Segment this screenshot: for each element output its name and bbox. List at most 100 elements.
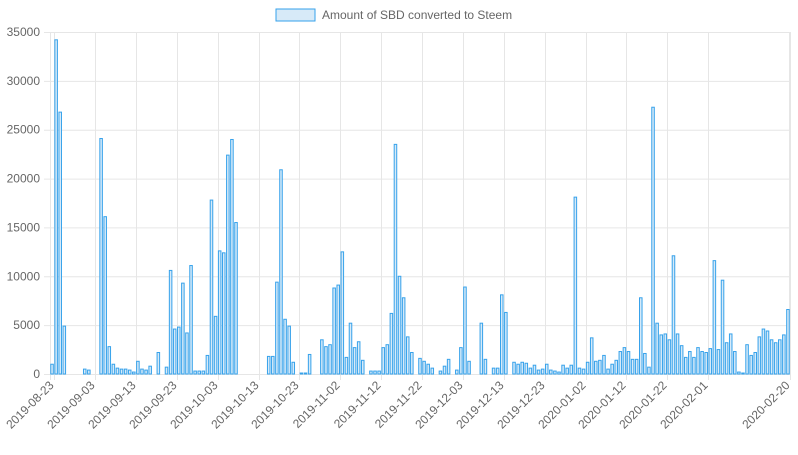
bar[interactable] — [287, 325, 291, 375]
bar[interactable] — [585, 361, 590, 375]
bar[interactable] — [430, 367, 435, 375]
bar[interactable] — [753, 352, 758, 375]
bar[interactable] — [455, 369, 459, 375]
bar[interactable] — [655, 322, 659, 375]
bar[interactable] — [500, 294, 504, 375]
bar[interactable] — [594, 360, 598, 375]
bar[interactable] — [168, 269, 173, 375]
bar[interactable] — [630, 358, 635, 375]
bar[interactable] — [213, 315, 218, 375]
bar[interactable] — [565, 367, 569, 375]
bar[interactable] — [438, 370, 443, 375]
bar[interactable] — [54, 39, 58, 375]
bar[interactable] — [442, 365, 447, 375]
bar[interactable] — [221, 252, 226, 375]
bar[interactable] — [589, 337, 594, 375]
bar[interactable] — [495, 367, 500, 375]
bar[interactable] — [87, 369, 91, 375]
bar[interactable] — [683, 356, 688, 375]
bar[interactable] — [643, 352, 647, 375]
bar[interactable] — [463, 286, 467, 375]
bar[interactable] — [377, 370, 381, 375]
bar[interactable] — [773, 342, 778, 375]
bar[interactable] — [266, 355, 271, 375]
bar[interactable] — [119, 368, 124, 375]
bar[interactable] — [544, 363, 549, 375]
bar[interactable] — [634, 358, 639, 375]
bar[interactable] — [217, 250, 222, 375]
bar[interactable] — [410, 352, 414, 375]
bar[interactable] — [647, 366, 651, 375]
bar[interactable] — [769, 339, 774, 375]
bar[interactable] — [483, 358, 488, 375]
bar[interactable] — [782, 334, 786, 375]
bar[interactable] — [549, 369, 553, 375]
bar[interactable] — [111, 363, 116, 375]
bar[interactable] — [291, 361, 296, 375]
legend[interactable]: Amount of SBD converted to Steem — [275, 8, 512, 22]
bar[interactable] — [405, 336, 410, 375]
bar[interactable] — [373, 370, 377, 375]
bar[interactable] — [328, 344, 332, 375]
bar[interactable] — [696, 347, 700, 375]
bar[interactable] — [107, 346, 112, 375]
bar[interactable] — [426, 363, 430, 375]
bar[interactable] — [540, 368, 545, 375]
bar[interactable] — [50, 363, 54, 375]
bar[interactable] — [385, 344, 390, 375]
bar[interactable] — [283, 318, 287, 375]
bar[interactable] — [123, 368, 128, 375]
bar[interactable] — [193, 370, 197, 375]
bar[interactable] — [127, 369, 132, 375]
bar[interactable] — [610, 363, 614, 375]
bar[interactable] — [479, 322, 484, 375]
bar[interactable] — [532, 364, 537, 375]
bar[interactable] — [659, 334, 663, 375]
bar[interactable] — [745, 344, 749, 375]
bar[interactable] — [369, 370, 373, 375]
bar[interactable] — [467, 360, 471, 375]
bar[interactable] — [553, 370, 557, 375]
bar[interactable] — [209, 199, 214, 375]
bar[interactable] — [144, 369, 148, 375]
bar[interactable] — [708, 348, 713, 375]
bar[interactable] — [491, 367, 496, 375]
bar[interactable] — [271, 355, 275, 375]
bar[interactable] — [692, 356, 696, 375]
bar[interactable] — [536, 369, 541, 375]
bar[interactable] — [185, 332, 189, 375]
bar[interactable] — [58, 111, 62, 375]
bar[interactable] — [614, 359, 619, 375]
bar[interactable] — [602, 354, 606, 375]
bar[interactable] — [344, 356, 349, 375]
bar[interactable] — [516, 363, 520, 375]
legend-label[interactable]: Amount of SBD converted to Steem — [322, 8, 512, 22]
bar[interactable] — [201, 370, 206, 375]
bar[interactable] — [356, 341, 361, 375]
bar[interactable] — [786, 309, 790, 375]
bar[interactable] — [172, 328, 177, 375]
bar[interactable] — [446, 358, 451, 375]
bar[interactable] — [704, 352, 708, 375]
bar[interactable] — [299, 372, 304, 375]
bar[interactable] — [720, 279, 725, 375]
bar[interactable] — [663, 333, 668, 375]
bar[interactable] — [749, 354, 753, 375]
bar[interactable] — [679, 345, 684, 375]
bar[interactable] — [524, 362, 529, 375]
bar[interactable] — [724, 342, 729, 375]
bar[interactable] — [103, 216, 107, 375]
bar[interactable] — [639, 297, 643, 375]
bar[interactable] — [528, 367, 533, 375]
bar[interactable] — [765, 330, 770, 375]
bar[interactable] — [340, 251, 345, 375]
bar[interactable] — [397, 275, 402, 375]
bar[interactable] — [577, 367, 582, 375]
bar[interactable] — [728, 333, 733, 375]
legend-swatch[interactable] — [275, 8, 316, 22]
bar[interactable] — [418, 357, 422, 375]
bar[interactable] — [671, 255, 676, 375]
bar[interactable] — [132, 371, 136, 375]
bar[interactable] — [279, 169, 283, 375]
bar[interactable] — [348, 322, 353, 375]
